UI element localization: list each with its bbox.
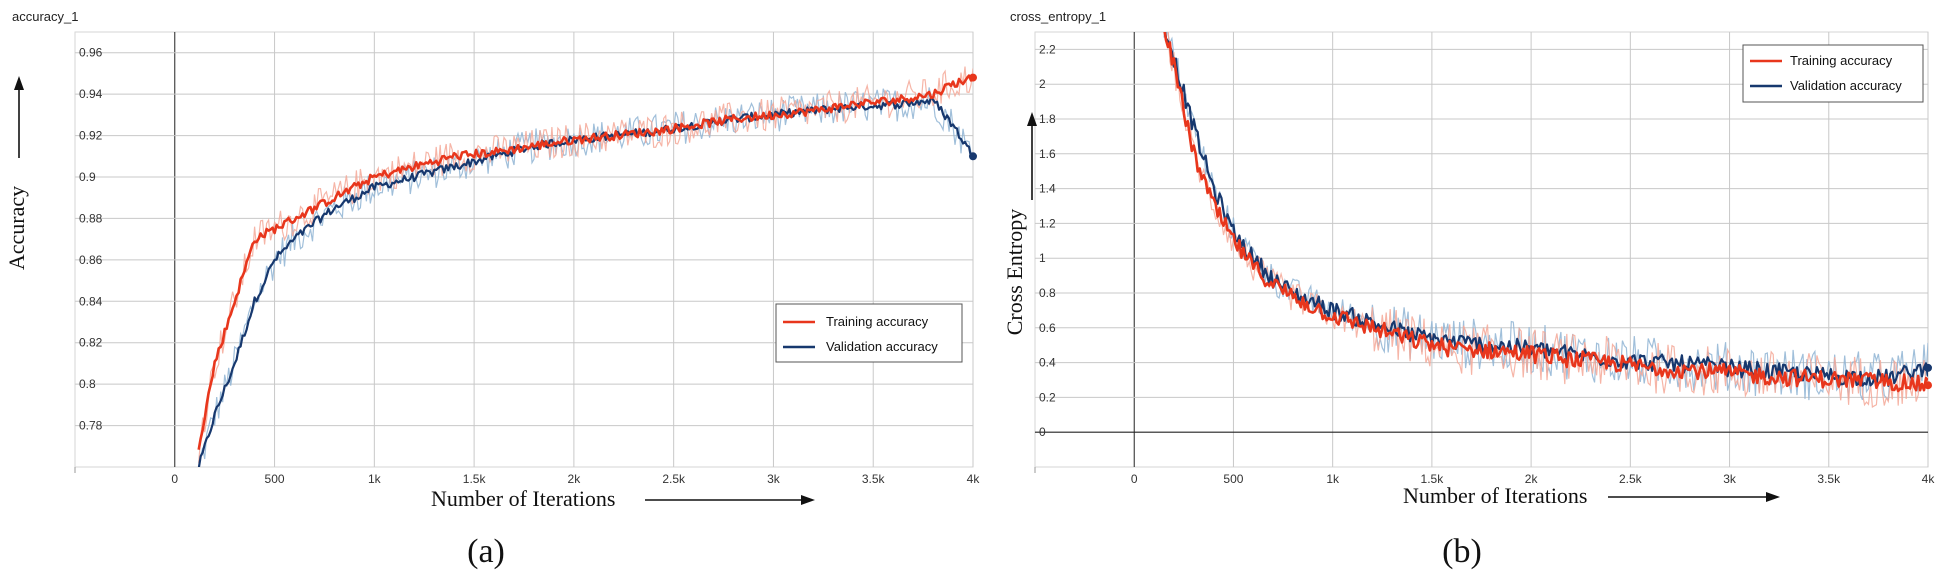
accuracy-raw-traces xyxy=(198,66,973,464)
cross-entropy-panel: cross_entropy_1 0 500 1k 1.5k 2k 2.5k 3k 3.5k 4k… xyxy=(1002,9,1935,570)
accuracy-y-tick-label: 0.84 xyxy=(79,294,103,308)
cross-entropy-x-tick-label: 1k xyxy=(1326,472,1340,486)
accuracy-x-tick-label: 1.5k xyxy=(463,472,487,486)
accuracy-x-tick-label: 1k xyxy=(368,472,382,486)
cross-entropy-y-tick-label: 1.8 xyxy=(1039,112,1056,126)
cross-entropy-y-tick-label: 1 xyxy=(1039,251,1046,265)
cross-entropy-y-tick-label: 0.6 xyxy=(1039,321,1056,335)
cross-entropy-y-tick-label: 0.8 xyxy=(1039,286,1056,300)
cross-entropy-legend-validation-label: Validation accuracy xyxy=(1790,78,1902,93)
accuracy-y-tick-label: 0.86 xyxy=(79,253,103,267)
cross-entropy-y-tick-label: 0.2 xyxy=(1039,390,1056,404)
cross-entropy-y-tick-label: 0 xyxy=(1039,425,1046,439)
accuracy-panel: accuracy_1 0 500 1k 1.5k 2k 2.5k 3k 3.5k 4k 0.78… xyxy=(4,9,980,570)
cross-entropy-y-axis-label: Cross Entropy xyxy=(1002,209,1027,336)
cross-entropy-y-tick-label: 1.2 xyxy=(1039,216,1056,230)
accuracy-series-line-validation xyxy=(197,95,973,467)
cross-entropy-x-tick-label: 0 xyxy=(1131,472,1138,486)
cross-entropy-series-lines xyxy=(1163,32,1928,393)
accuracy-y-tick-label: 0.92 xyxy=(79,129,103,143)
cross-entropy-legend: Training accuracy Validation accuracy xyxy=(1742,44,1924,103)
cross-entropy-x-tick-label: 2.5k xyxy=(1619,472,1643,486)
cross-entropy-endpoint-validation xyxy=(1924,363,1932,372)
accuracy-y-tick-label: 0.88 xyxy=(79,211,103,225)
accuracy-x-tick-label: 500 xyxy=(265,472,285,486)
accuracy-x-tick-label: 2k xyxy=(568,472,582,486)
accuracy-endpoint-training xyxy=(969,73,977,82)
accuracy-x-tick-label: 3k xyxy=(767,472,781,486)
accuracy-x-ticks: 0 500 1k 1.5k 2k 2.5k 3k 3.5k 4k xyxy=(171,472,980,486)
accuracy-y-tick-label: 0.9 xyxy=(79,170,96,184)
accuracy-endpoint-validation xyxy=(969,152,977,161)
accuracy-series-endpoints xyxy=(969,73,977,161)
cross-entropy-chart-title: cross_entropy_1 xyxy=(1010,9,1106,24)
cross-entropy-y-tick-label: 2 xyxy=(1039,77,1046,91)
accuracy-x-arrow xyxy=(645,495,815,505)
cross-entropy-x-tick-label: 3k xyxy=(1723,472,1737,486)
accuracy-y-axis-label: Accuracy xyxy=(4,186,29,270)
cross-entropy-legend-training-label: Training accuracy xyxy=(1790,53,1893,68)
accuracy-y-tick-label: 0.96 xyxy=(79,46,103,60)
cross-entropy-endpoint-training xyxy=(1924,381,1932,390)
cross-entropy-x-tick-label: 4k xyxy=(1922,472,1936,486)
cross-entropy-series-endpoints xyxy=(1924,363,1932,390)
cross-entropy-x-tick-label: 500 xyxy=(1223,472,1243,486)
cross-entropy-y-tick-label: 2.2 xyxy=(1039,42,1056,56)
cross-entropy-x-axis-label: Number of Iterations xyxy=(1403,483,1588,508)
accuracy-y-tick-label: 0.94 xyxy=(79,87,103,101)
accuracy-legend-training-label: Training accuracy xyxy=(826,314,929,329)
cross-entropy-x-tick-label: 3.5k xyxy=(1817,472,1841,486)
cross-entropy-series-line-training xyxy=(1163,32,1928,393)
cross-entropy-x-arrow xyxy=(1608,492,1780,502)
accuracy-y-ticks: 0.78 0.8 0.82 0.84 0.86 0.88 0.9 0.92 0.94 0.96 xyxy=(79,46,103,433)
cross-entropy-y-tick-label: 1.6 xyxy=(1039,147,1056,161)
accuracy-legend: Training accuracy Validation accuracy xyxy=(775,303,963,363)
cross-entropy-caption: (b) xyxy=(1442,533,1482,570)
accuracy-y-tick-label: 0.78 xyxy=(79,419,103,433)
accuracy-raw-trace-training xyxy=(198,66,973,464)
accuracy-legend-box xyxy=(775,303,963,363)
cross-entropy-x-ticks: 0 500 1k 1.5k 2k 2.5k 3k 3.5k 4k xyxy=(1131,472,1935,486)
accuracy-caption: (a) xyxy=(467,533,505,570)
accuracy-series-line-training xyxy=(197,74,973,450)
accuracy-y-arrow xyxy=(14,76,24,158)
cross-entropy-y-ticks: 0 0.2 0.4 0.6 0.8 1 1.2 1.4 1.6 1.8 2 2.2 xyxy=(1039,42,1056,439)
accuracy-chart-title: accuracy_1 xyxy=(12,9,78,24)
accuracy-x-tick-label: 3.5k xyxy=(862,472,886,486)
accuracy-legend-validation-label: Validation accuracy xyxy=(826,339,938,354)
accuracy-x-tick-label: 0 xyxy=(171,472,178,486)
accuracy-x-axis-label: Number of Iterations xyxy=(431,486,616,511)
accuracy-plot-area xyxy=(74,31,974,468)
cross-entropy-legend-box xyxy=(1742,44,1924,103)
accuracy-series-lines xyxy=(197,74,973,467)
accuracy-x-tick-label: 2.5k xyxy=(662,472,686,486)
accuracy-y-tick-label: 0.8 xyxy=(79,377,96,391)
cross-entropy-x-tick-label: 2k xyxy=(1525,472,1539,486)
accuracy-x-tick-label: 4k xyxy=(967,472,981,486)
cross-entropy-y-tick-label: 0.4 xyxy=(1039,356,1056,370)
accuracy-y-tick-label: 0.82 xyxy=(79,336,103,350)
cross-entropy-y-tick-label: 1.4 xyxy=(1039,182,1056,196)
cross-entropy-y-arrow xyxy=(1027,112,1037,200)
cross-entropy-x-tick-label: 1.5k xyxy=(1421,472,1445,486)
cross-entropy-grid xyxy=(1034,32,1929,473)
